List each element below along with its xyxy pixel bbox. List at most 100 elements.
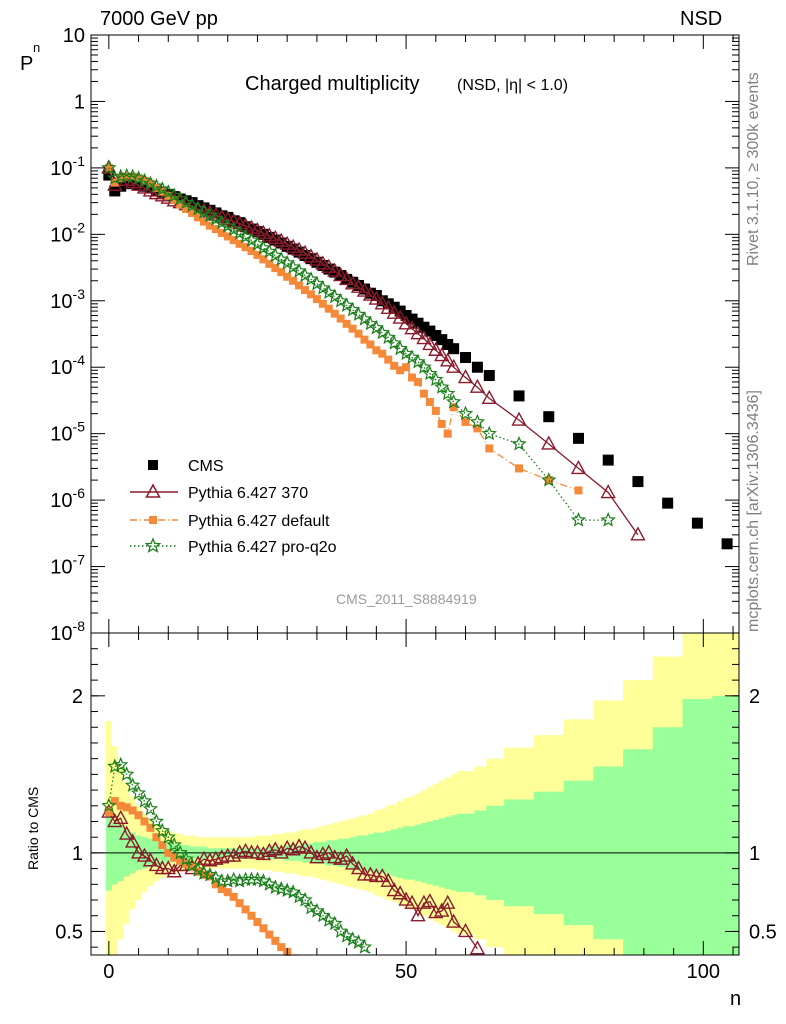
data-point-s0-66 xyxy=(632,476,644,488)
ratio-point-s1-2 xyxy=(113,809,129,825)
data-point-s1-45 xyxy=(368,290,385,305)
ratio-point-s1-37 xyxy=(321,844,337,859)
data-point-s3-47 xyxy=(380,329,396,345)
data-point-s0-47 xyxy=(382,298,394,310)
data-point-s1-34 xyxy=(303,248,319,263)
data-point-s3-31 xyxy=(285,259,301,274)
ratio-point-s1-39 xyxy=(333,850,349,865)
data-point-s1-60 xyxy=(469,378,486,393)
ratio-point-s1-47 xyxy=(380,872,396,887)
legend-marker-proq2o xyxy=(144,537,162,553)
data-point-s0-52 xyxy=(412,317,424,329)
data-point-s2-6 xyxy=(140,176,149,185)
data-point-s3-1 xyxy=(107,170,123,185)
ratio-y-tick-label-right: 1 xyxy=(749,843,760,865)
data-point-s1-53 xyxy=(416,330,432,345)
data-point-s3-58 xyxy=(446,393,462,409)
data-point-s3-54 xyxy=(422,365,438,381)
data-point-s3-11 xyxy=(166,187,182,203)
ratio-point-s3-33 xyxy=(297,891,313,907)
data-point-s2-30 xyxy=(283,272,292,281)
ratio-point-s3-22 xyxy=(231,873,248,888)
ratio-point-s3-15 xyxy=(190,862,206,877)
data-point-s1-50 xyxy=(398,315,414,330)
ratio-point-s1-19 xyxy=(214,849,230,864)
data-point-s2-59 xyxy=(461,417,470,426)
data-point-s2-63 xyxy=(544,476,553,485)
data-point-s1-59 xyxy=(457,369,474,384)
ratio-point-s3-4 xyxy=(124,777,141,792)
data-point-s3-62 xyxy=(511,435,527,451)
data-point-s3-15 xyxy=(190,201,206,216)
data-point-s2-23 xyxy=(241,243,250,252)
data-point-s2-57 xyxy=(443,429,452,438)
data-point-s3-56 xyxy=(434,379,450,394)
data-point-s2-32 xyxy=(295,281,304,290)
ratio-point-s3-5 xyxy=(130,785,147,800)
y-tick-label: 10-4 xyxy=(50,352,85,379)
data-point-s1-29 xyxy=(273,232,289,247)
data-point-s3-51 xyxy=(404,349,420,365)
data-point-s3-57 xyxy=(440,385,456,401)
data-point-s1-55 xyxy=(428,341,444,356)
ratio-point-s1-31 xyxy=(285,841,301,856)
data-point-s3-50 xyxy=(398,345,414,361)
data-point-s1-46 xyxy=(374,295,390,310)
ratio-point-s2-16 xyxy=(199,870,208,879)
data-point-s2-36 xyxy=(318,299,327,308)
data-point-s2-17 xyxy=(205,221,214,230)
data-point-s2-12 xyxy=(176,200,185,209)
ratio-point-s1-48 xyxy=(386,882,402,897)
data-point-s2-51 xyxy=(408,373,417,382)
data-point-s1-64 xyxy=(570,459,587,475)
data-point-s1-40 xyxy=(338,270,355,286)
data-point-s0-13 xyxy=(180,195,192,207)
uncertainty-bands xyxy=(91,633,740,955)
data-point-s3-61 xyxy=(481,425,497,441)
ratio-point-s3-0 xyxy=(101,797,117,813)
ratio-point-s2-4 xyxy=(128,806,137,815)
data-point-s1-57 xyxy=(440,352,456,367)
data-point-s1-56 xyxy=(434,347,450,362)
ratio-point-s2-6 xyxy=(140,817,149,826)
data-point-s0-42 xyxy=(353,279,365,291)
data-point-s1-27 xyxy=(261,227,278,242)
data-point-s3-22 xyxy=(231,225,248,240)
data-point-s1-33 xyxy=(297,244,313,259)
y-tick-label: 10-3 xyxy=(50,286,85,313)
series-line-2 xyxy=(108,167,579,492)
data-point-s3-29 xyxy=(273,251,289,266)
data-point-s0-7 xyxy=(144,182,156,194)
data-point-s0-21 xyxy=(228,215,240,227)
band-stat xyxy=(105,695,740,955)
legend-marker-370 xyxy=(145,483,161,498)
data-point-s0-6 xyxy=(139,180,151,192)
data-point-s0-53 xyxy=(418,321,430,333)
ratio-panel-frame xyxy=(90,632,740,956)
ratio-point-s1-17 xyxy=(202,852,218,867)
data-point-s0-1 xyxy=(109,185,121,197)
data-point-s2-52 xyxy=(413,377,422,386)
ratio-point-s1-40 xyxy=(338,847,355,862)
ratio-point-s2-10 xyxy=(164,848,173,857)
ratio-point-s1-28 xyxy=(267,841,283,856)
data-point-s3-33 xyxy=(297,267,313,283)
data-point-s2-34 xyxy=(306,290,315,299)
data-point-s2-27 xyxy=(265,259,274,268)
ratio-point-s1-41 xyxy=(344,855,361,870)
data-point-s0-46 xyxy=(376,295,388,307)
ratio-point-s2-23 xyxy=(241,905,250,914)
ratio-point-s3-7 xyxy=(142,800,159,816)
data-point-s2-58 xyxy=(449,403,458,412)
data-point-s0-14 xyxy=(186,197,198,209)
ratio-point-s2-5 xyxy=(134,811,143,820)
ratio-point-s3-26 xyxy=(255,873,272,888)
data-point-s3-17 xyxy=(202,207,218,223)
ratio-point-s3-37 xyxy=(321,912,337,927)
data-point-s2-53 xyxy=(419,389,428,398)
data-point-s2-37 xyxy=(324,304,333,313)
ratio-point-s2-2 xyxy=(116,801,125,810)
data-point-s1-65 xyxy=(600,484,616,499)
data-point-s0-56 xyxy=(436,334,448,346)
